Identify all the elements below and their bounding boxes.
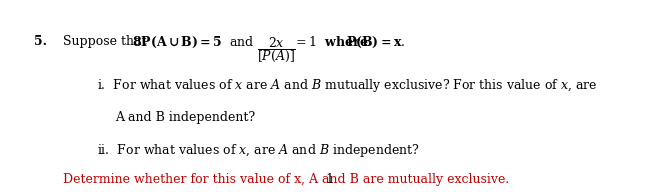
Text: $= 1$  where: $= 1$ where — [293, 35, 373, 49]
Text: 1: 1 — [325, 173, 333, 186]
Text: $\dfrac{2x}{[P(A)]}$: $\dfrac{2x}{[P(A)]}$ — [257, 35, 295, 64]
Text: Determine whether for this value of x, A and B are mutually exclusive.: Determine whether for this value of x, A… — [63, 173, 509, 186]
Text: Suppose that: Suppose that — [63, 35, 154, 48]
Text: $\mathbf{8P(A \cup B) = 5}$  and: $\mathbf{8P(A \cup B) = 5}$ and — [132, 35, 259, 50]
Text: i.  For what values of $x$ are $A$ and $B$ mutually exclusive? For this value of: i. For what values of $x$ are $A$ and $B… — [97, 77, 598, 94]
Text: A and B independent?: A and B independent? — [115, 111, 255, 124]
Text: ii.  For what values of $x$, are $A$ and $B$ independent?: ii. For what values of $x$, are $A$ and … — [97, 142, 420, 159]
Text: 5.: 5. — [34, 35, 47, 48]
Text: $\mathbf{P(B) = x}$.: $\mathbf{P(B) = x}$. — [346, 35, 405, 50]
